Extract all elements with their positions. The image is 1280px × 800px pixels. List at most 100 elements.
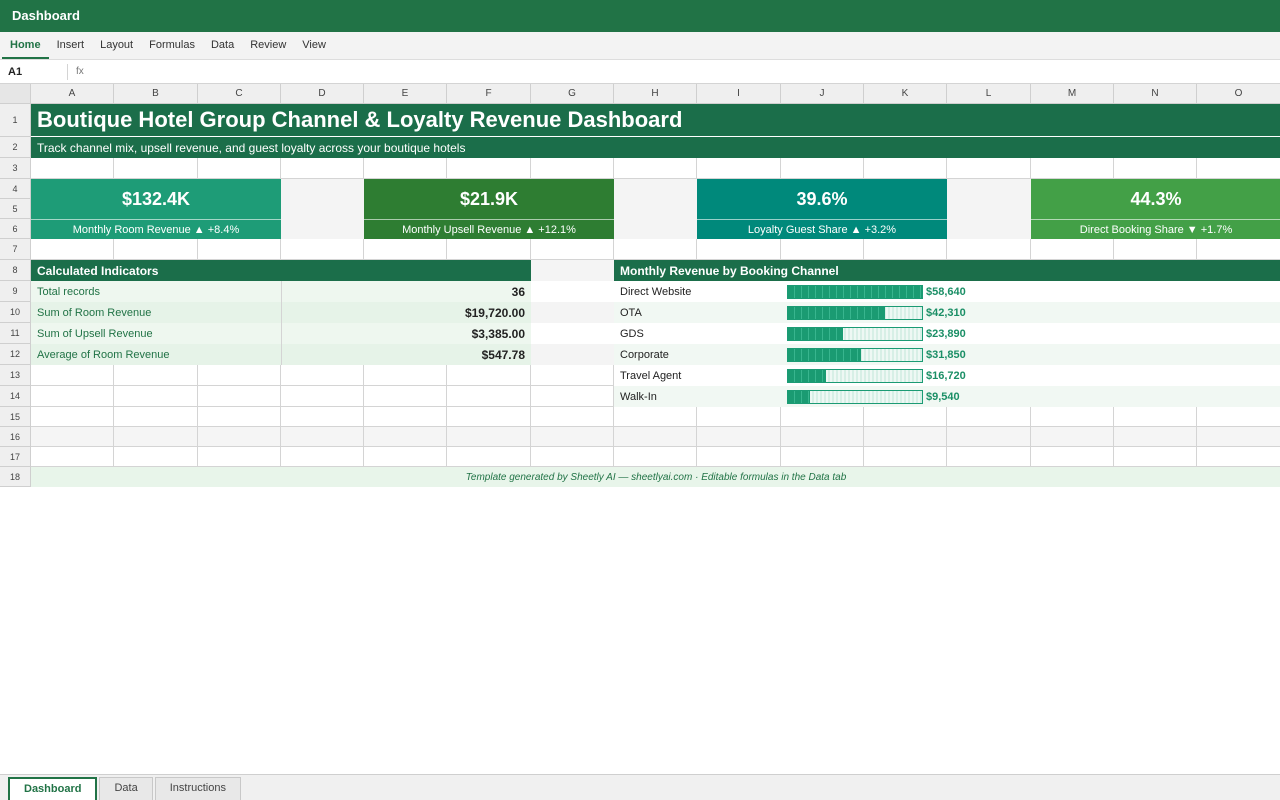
cell[interactable] xyxy=(1197,407,1280,427)
cell[interactable] xyxy=(281,407,364,427)
cell[interactable] xyxy=(1114,447,1197,467)
column-header-n[interactable]: N xyxy=(1114,84,1197,104)
cell[interactable] xyxy=(198,386,281,407)
name-box[interactable]: A1 xyxy=(0,63,68,80)
cell[interactable] xyxy=(614,427,697,447)
ribbon-tab-formulas[interactable]: Formulas xyxy=(149,39,195,51)
cell[interactable] xyxy=(364,407,447,427)
ribbon-tab-data[interactable]: Data xyxy=(210,39,235,51)
cell[interactable] xyxy=(1031,427,1114,447)
cell[interactable] xyxy=(864,447,947,467)
formula-input[interactable] xyxy=(83,61,1280,82)
row-header-15[interactable]: 15 xyxy=(0,407,31,427)
cell[interactable] xyxy=(531,239,614,260)
row-header-10[interactable]: 10 xyxy=(0,302,31,323)
cell[interactable] xyxy=(864,239,947,260)
row-header-5[interactable]: 5 xyxy=(0,199,31,219)
row-header-2[interactable]: 2 xyxy=(0,137,31,158)
cell[interactable] xyxy=(781,427,864,447)
cell[interactable] xyxy=(114,427,198,447)
cell[interactable] xyxy=(1114,158,1197,179)
column-header-f[interactable]: F xyxy=(447,84,531,104)
cell[interactable] xyxy=(947,447,1031,467)
column-header-h[interactable]: H xyxy=(614,84,697,104)
cell[interactable] xyxy=(447,158,531,179)
cell[interactable] xyxy=(198,407,281,427)
cell[interactable] xyxy=(198,158,281,179)
cell[interactable] xyxy=(531,407,614,427)
cell[interactable] xyxy=(114,447,198,467)
row-header-6[interactable]: 6 xyxy=(0,219,31,239)
row-header-7[interactable]: 7 xyxy=(0,239,31,260)
row-header-4[interactable]: 4 xyxy=(0,179,31,199)
cell[interactable] xyxy=(531,386,614,407)
cell[interactable] xyxy=(531,447,614,467)
row-header-11[interactable]: 11 xyxy=(0,323,31,344)
cell[interactable] xyxy=(31,239,114,260)
cell[interactable] xyxy=(447,427,531,447)
cell[interactable] xyxy=(447,365,531,386)
cell[interactable] xyxy=(697,239,781,260)
column-header-d[interactable]: D xyxy=(281,84,364,104)
cell[interactable] xyxy=(697,427,781,447)
cell[interactable] xyxy=(1114,407,1197,427)
cell[interactable] xyxy=(364,427,447,447)
cell[interactable] xyxy=(697,447,781,467)
cell[interactable] xyxy=(947,407,1031,427)
cell[interactable] xyxy=(531,427,614,447)
sheet-tab-instructions[interactable]: Instructions xyxy=(154,777,241,800)
cell[interactable] xyxy=(198,239,281,260)
cell[interactable] xyxy=(31,386,114,407)
cell[interactable] xyxy=(114,158,198,179)
cell[interactable] xyxy=(781,158,864,179)
select-all-corner[interactable] xyxy=(0,84,31,104)
cell[interactable] xyxy=(281,447,364,467)
cell[interactable] xyxy=(1114,427,1197,447)
cell[interactable] xyxy=(697,407,781,427)
column-header-j[interactable]: J xyxy=(781,84,864,104)
cell[interactable] xyxy=(781,447,864,467)
cell[interactable] xyxy=(114,239,198,260)
cell[interactable] xyxy=(1031,407,1114,427)
row-header-17[interactable]: 17 xyxy=(0,447,31,467)
column-header-b[interactable]: B xyxy=(114,84,198,104)
cell[interactable] xyxy=(614,239,697,260)
cell[interactable] xyxy=(364,158,447,179)
cell[interactable] xyxy=(364,239,447,260)
cell[interactable] xyxy=(1197,447,1280,467)
cell[interactable] xyxy=(614,158,697,179)
cell[interactable] xyxy=(447,386,531,407)
row-header-12[interactable]: 12 xyxy=(0,344,31,365)
column-header-e[interactable]: E xyxy=(364,84,447,104)
cell[interactable] xyxy=(281,239,364,260)
cell[interactable] xyxy=(531,158,614,179)
cell[interactable] xyxy=(198,447,281,467)
column-header-k[interactable]: K xyxy=(864,84,947,104)
column-header-a[interactable]: A xyxy=(31,84,114,104)
column-header-m[interactable]: M xyxy=(1031,84,1114,104)
column-header-c[interactable]: C xyxy=(198,84,281,104)
cell[interactable] xyxy=(1197,427,1280,447)
cell[interactable] xyxy=(1031,239,1114,260)
ribbon-tab-review[interactable]: Review xyxy=(250,39,287,51)
cell[interactable] xyxy=(864,158,947,179)
ribbon-tab-home[interactable]: Home xyxy=(2,32,49,59)
cell[interactable] xyxy=(364,447,447,467)
row-header-1[interactable]: 1 xyxy=(0,104,31,137)
row-header-18[interactable]: 18 xyxy=(0,467,31,487)
cell[interactable] xyxy=(447,239,531,260)
row-header-3[interactable]: 3 xyxy=(0,158,31,179)
cell[interactable] xyxy=(1031,158,1114,179)
cell[interactable] xyxy=(614,447,697,467)
cell[interactable] xyxy=(281,158,364,179)
cell[interactable] xyxy=(281,386,364,407)
cell[interactable] xyxy=(31,427,114,447)
cell[interactable] xyxy=(1114,239,1197,260)
ribbon-tab-insert[interactable]: Insert xyxy=(56,39,85,51)
cell[interactable] xyxy=(31,407,114,427)
ribbon-tab-view[interactable]: View xyxy=(302,39,326,51)
cell[interactable] xyxy=(531,365,614,386)
cell[interactable] xyxy=(947,239,1031,260)
cell[interactable] xyxy=(947,427,1031,447)
cell[interactable] xyxy=(114,386,198,407)
